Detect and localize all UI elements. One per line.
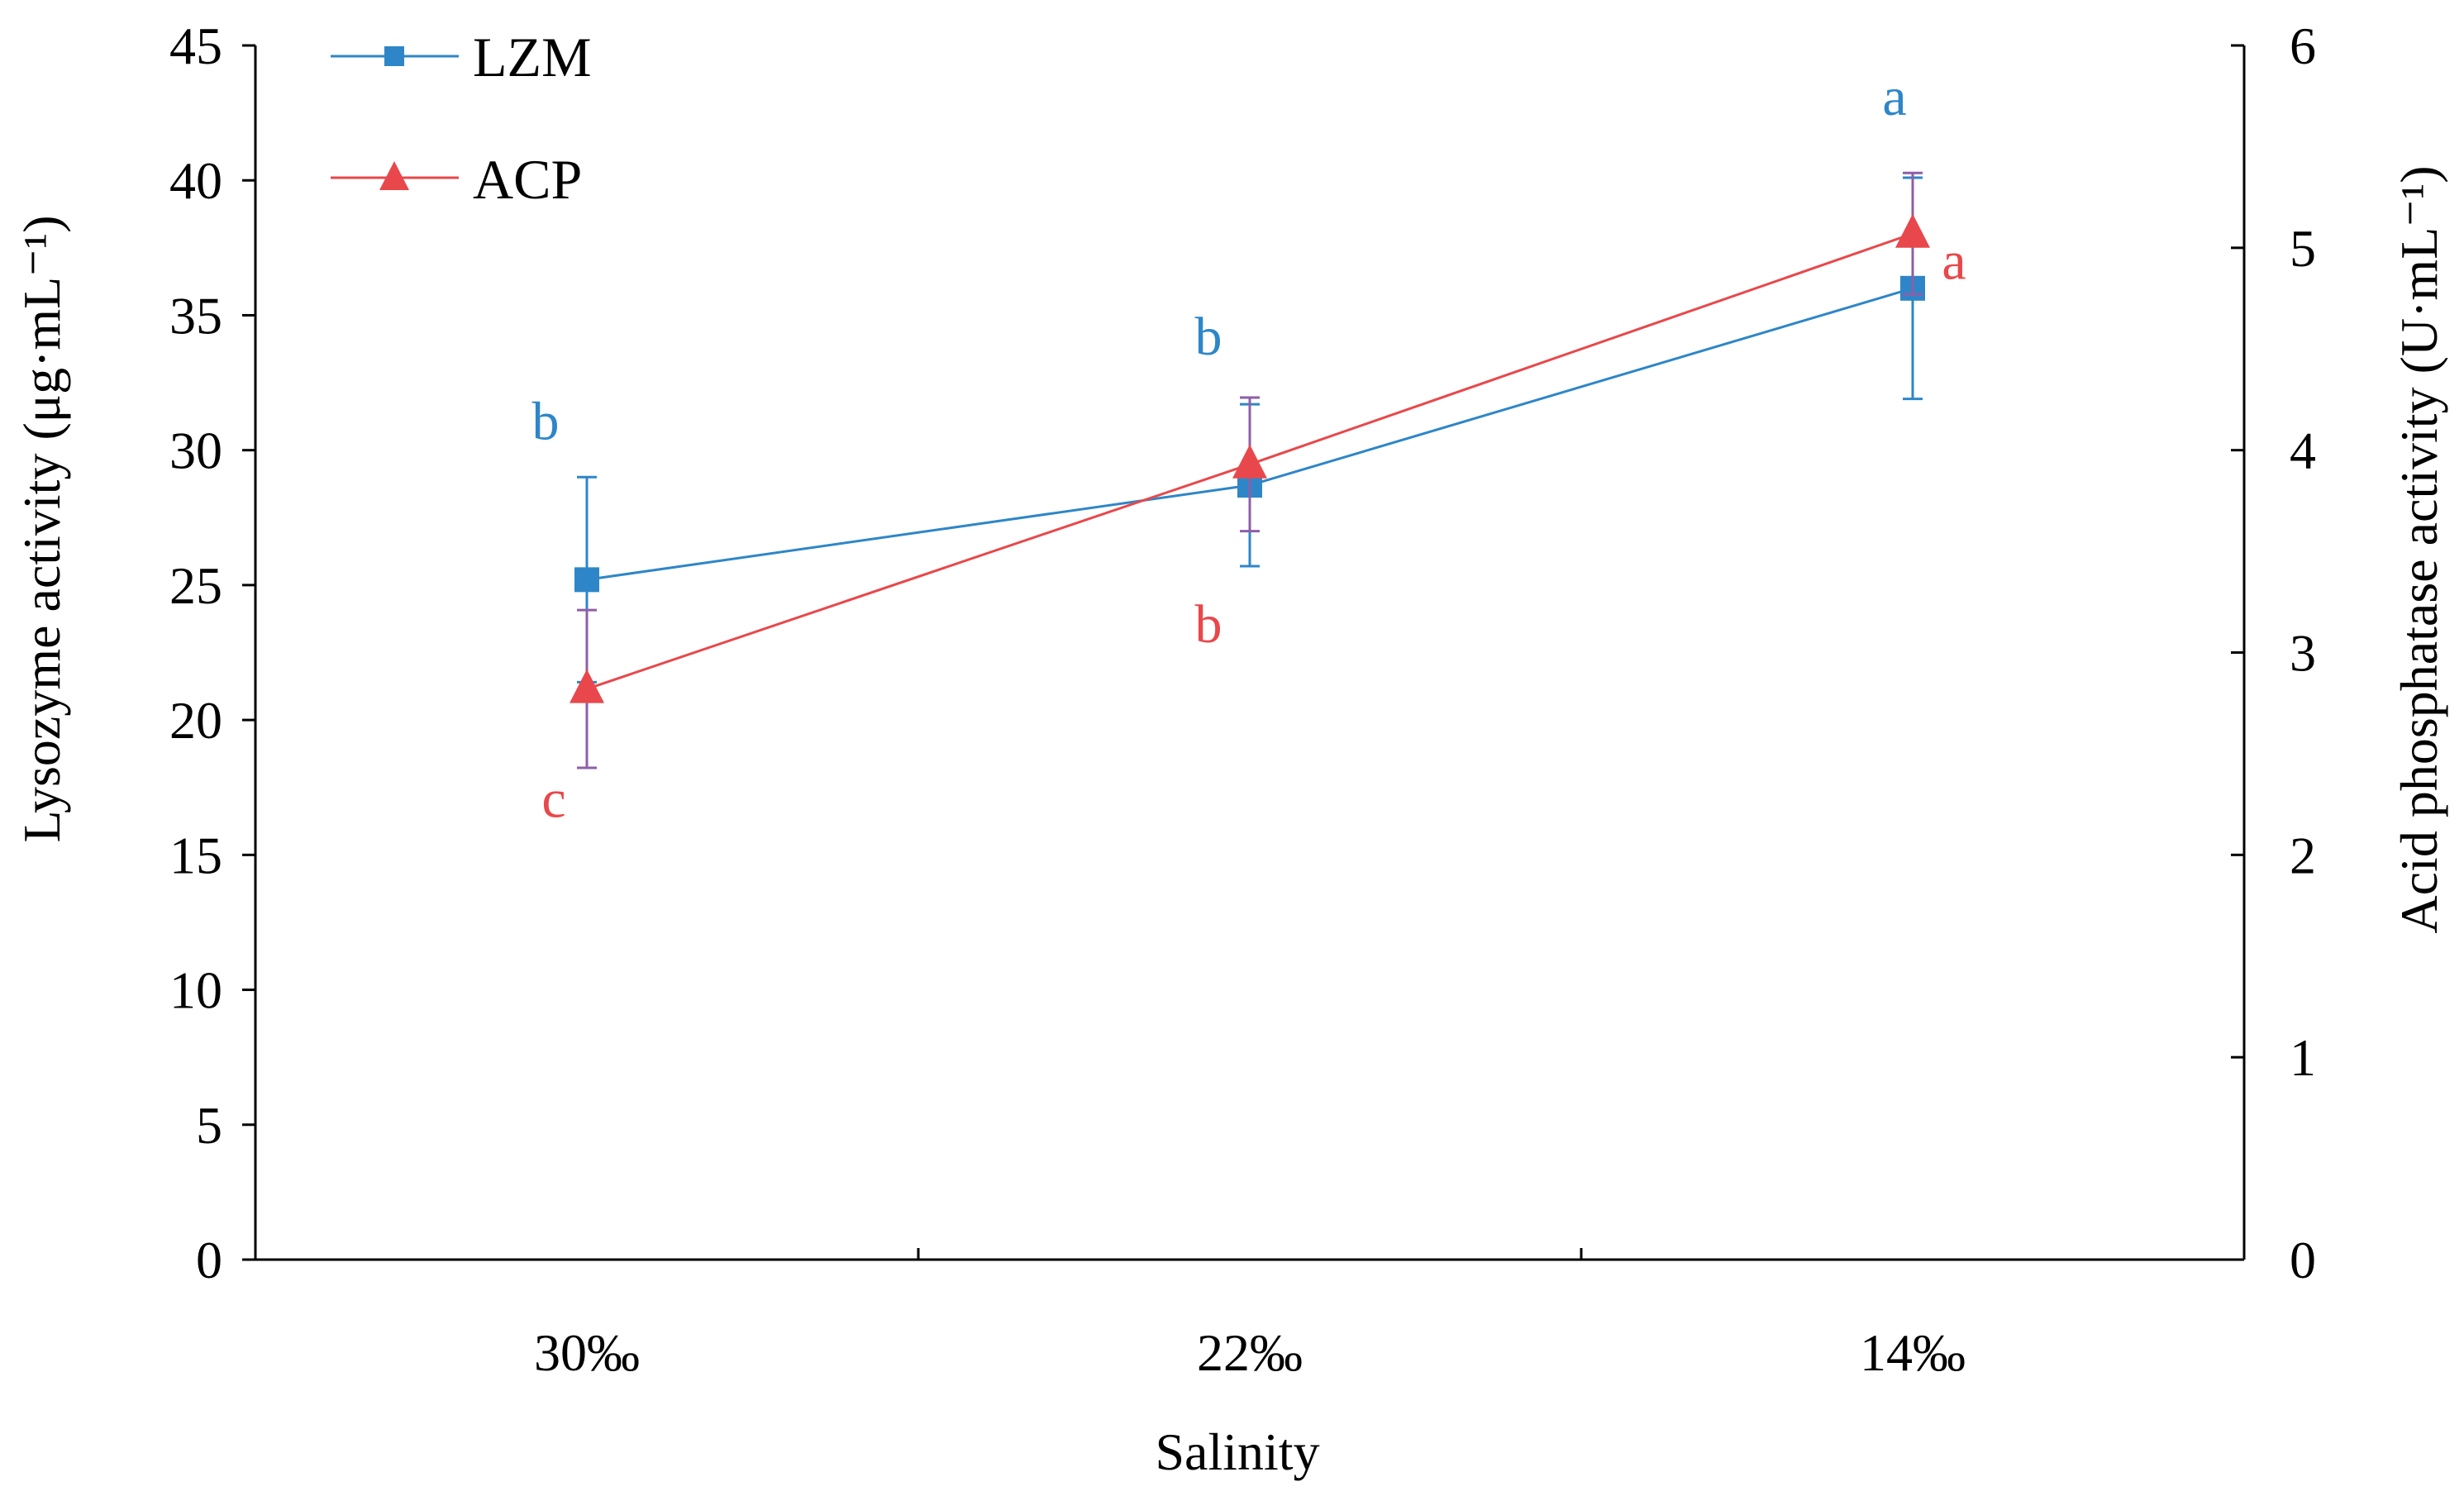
- series-lzm: b b a: [532, 67, 1925, 684]
- right-y-tick-label: 4: [2290, 422, 2316, 480]
- left-y-tick-label: 45: [169, 17, 222, 75]
- series-layer: b b a c b a: [532, 67, 1966, 830]
- x-axis-title: Salinity: [1155, 1422, 1319, 1481]
- significance-label: a: [1942, 231, 1966, 292]
- right-y-tick-label: 5: [2290, 219, 2316, 278]
- left-y-tick-label: 40: [169, 151, 222, 210]
- left-y-tick-label: 0: [196, 1231, 222, 1289]
- right-y-tick-label: 2: [2290, 826, 2316, 884]
- significance-label: b: [532, 391, 560, 451]
- legend-lzm-label: LZM: [473, 26, 592, 88]
- left-y-axis: 0 5 10 15 20 25 30 35 40 45: [169, 17, 255, 1289]
- series-acp: c b a: [541, 171, 1966, 830]
- left-y-tick-label: 30: [169, 422, 222, 480]
- legend-acp-marker: [379, 161, 409, 190]
- x-tick-label: 30‰: [534, 1323, 640, 1382]
- x-tick-label: 14‰: [1860, 1323, 1966, 1382]
- right-y-tick-label: 0: [2290, 1231, 2316, 1289]
- data-point-triangle: [570, 669, 604, 703]
- left-y-tick-label: 15: [169, 826, 222, 884]
- legend-item-lzm: LZM: [331, 26, 592, 88]
- left-y-tick-label: 25: [169, 556, 222, 615]
- legend-acp-label: ACP: [473, 148, 582, 211]
- left-y-tick-label: 10: [169, 961, 222, 1020]
- left-y-tick-label: 20: [169, 691, 222, 750]
- right-y-axis: 0 1 2 3 4 5 6: [2231, 17, 2316, 1289]
- x-axis: 30‰ 22‰ 14‰: [534, 1248, 1966, 1382]
- significance-label: b: [1195, 594, 1222, 655]
- left-y-tick-label: 5: [196, 1096, 222, 1155]
- significance-label: a: [1882, 67, 1906, 127]
- data-point-triangle: [1895, 213, 1930, 248]
- data-point-square: [574, 567, 599, 593]
- x-tick-label: 22‰: [1197, 1323, 1303, 1382]
- left-y-tick-label: 35: [169, 286, 222, 345]
- significance-label: c: [541, 769, 565, 830]
- data-point-triangle: [1232, 444, 1267, 479]
- plot-area: [254, 45, 2246, 1261]
- right-y-tick-label: 1: [2290, 1028, 2316, 1087]
- legend: LZM ACP: [331, 26, 592, 211]
- right-y-tick-label: 3: [2290, 624, 2316, 683]
- right-y-axis-title: Acid phosphatase activity (U·mL⁻¹): [2390, 165, 2448, 933]
- left-y-axis-title: Lysozyme activity (μg·mL⁻¹): [12, 215, 71, 842]
- significance-label: b: [1195, 307, 1222, 367]
- legend-item-acp: ACP: [331, 148, 582, 211]
- right-y-tick-label: 6: [2290, 17, 2316, 75]
- legend-lzm-marker: [384, 46, 404, 66]
